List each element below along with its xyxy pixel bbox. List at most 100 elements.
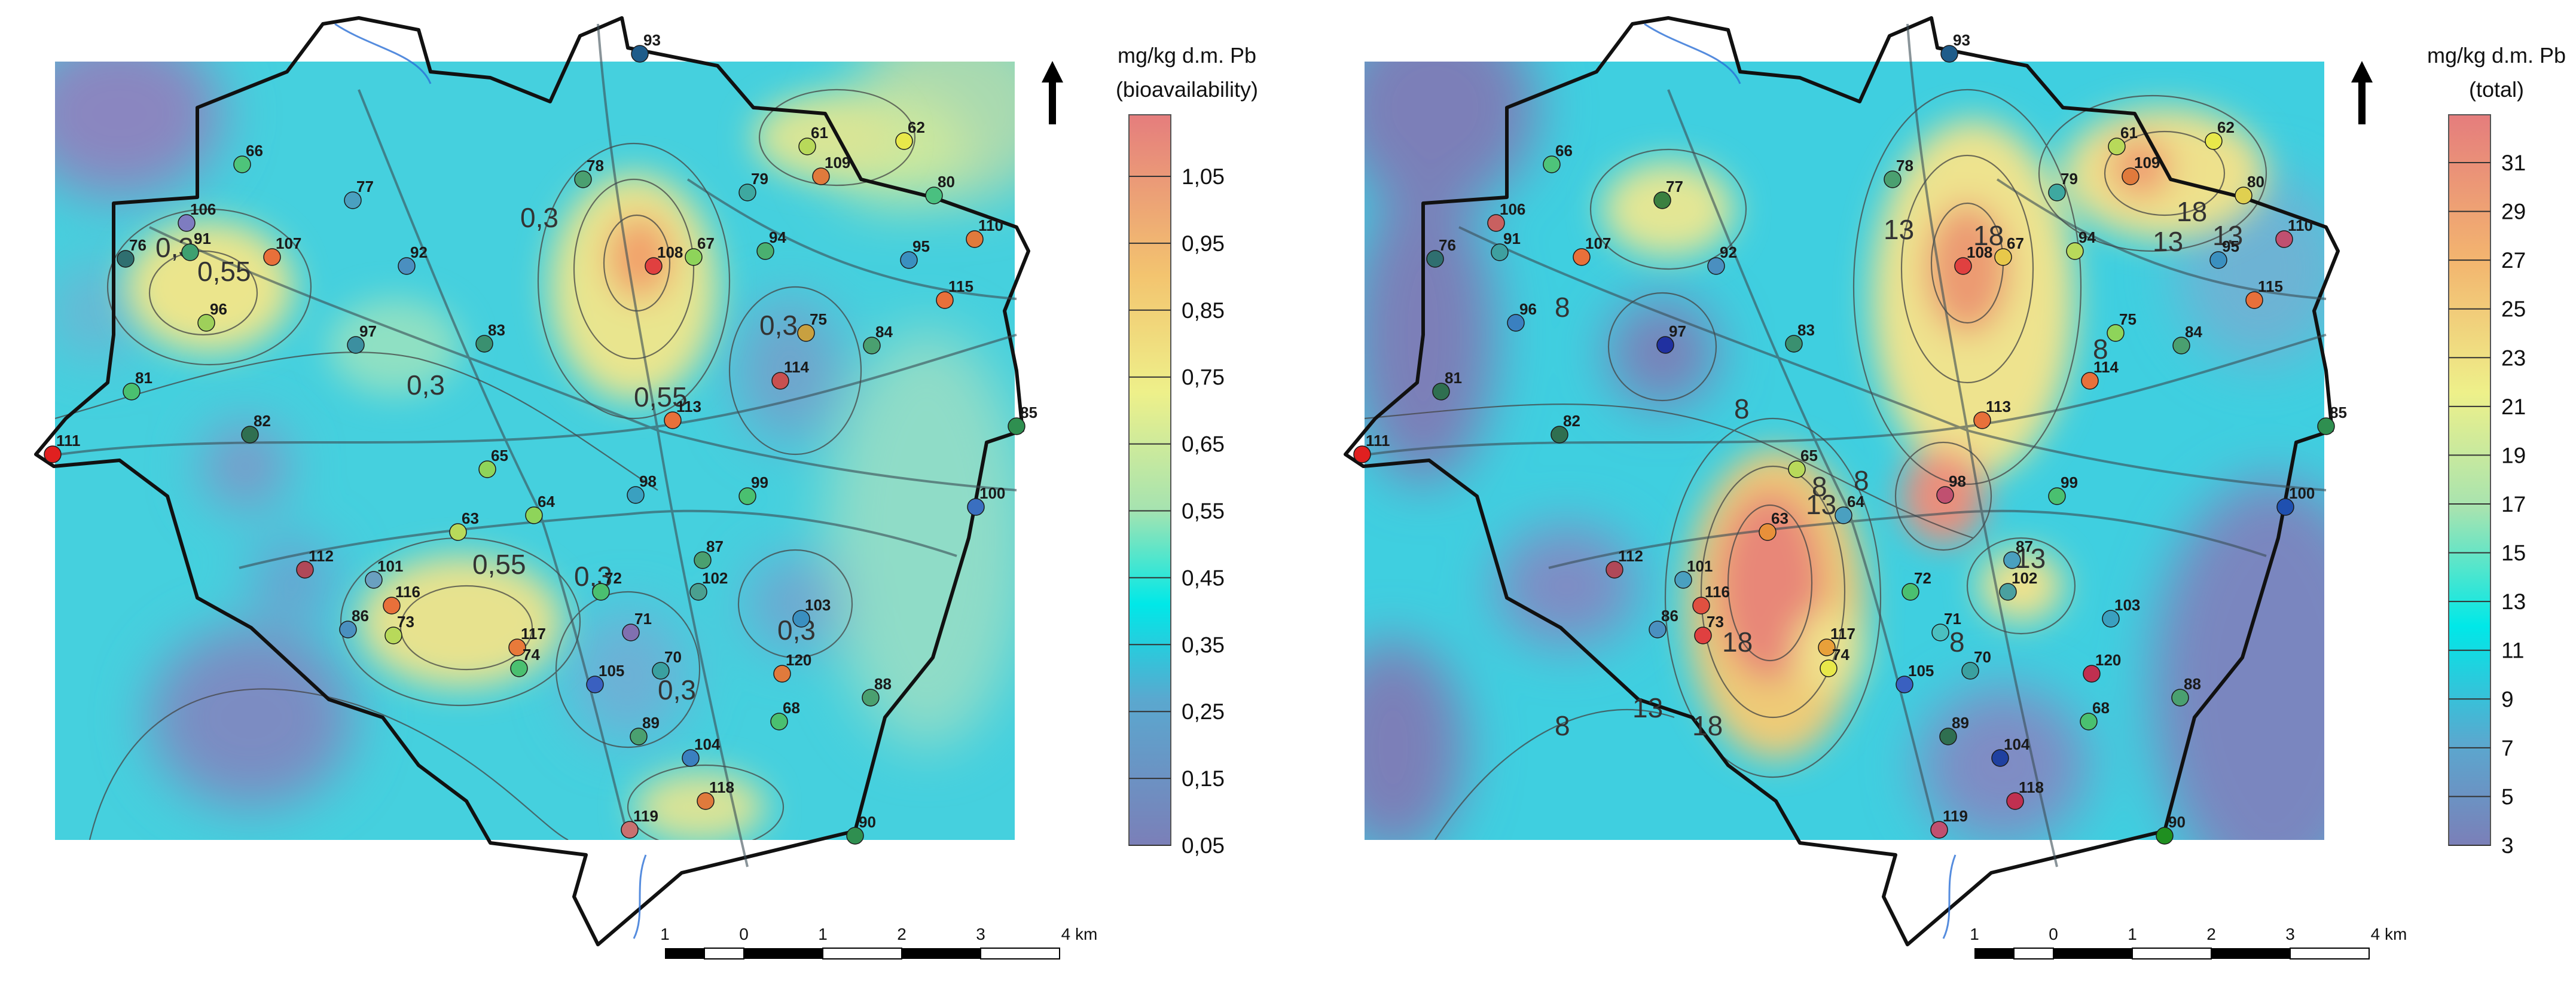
sampling-site-marker: 65	[1788, 447, 1818, 478]
site-dot	[1649, 621, 1667, 638]
scale-label: 0	[2049, 925, 2058, 943]
site-number: 71	[1944, 610, 1961, 628]
legend-tick-label: 7	[2501, 736, 2514, 760]
site-number: 113	[1986, 398, 2011, 415]
site-number: 82	[1563, 412, 1580, 430]
legend-tick-label: 1,05	[1182, 164, 1225, 189]
site-number: 83	[488, 321, 505, 339]
site-number: 114	[784, 358, 809, 376]
site-number: 97	[359, 322, 377, 340]
site-dot	[365, 571, 383, 589]
legend-tick-label: 13	[2501, 589, 2526, 614]
site-dot	[895, 132, 913, 150]
sampling-site-marker: 85	[2317, 404, 2347, 435]
site-dot	[586, 676, 604, 693]
site-dot	[2205, 132, 2223, 150]
site-dot	[178, 214, 196, 232]
site-number: 67	[697, 234, 715, 252]
site-dot	[1692, 597, 1710, 615]
site-number: 68	[783, 699, 800, 717]
site-number: 110	[978, 216, 1003, 234]
site-dot	[627, 486, 645, 504]
site-number: 120	[786, 651, 811, 669]
sampling-site-marker: 113	[1973, 398, 2011, 429]
sampling-site-marker: 71	[1931, 610, 1961, 641]
site-number: 64	[1847, 493, 1864, 511]
sampling-site-marker: 72	[592, 569, 622, 601]
sampling-site-marker: 107	[1573, 234, 1611, 266]
contour-label: 8	[1854, 465, 1869, 496]
sampling-site-marker: 108	[645, 243, 683, 275]
site-number: 73	[1707, 613, 1724, 631]
sampling-site-marker: 87	[694, 537, 724, 569]
sampling-site-marker: 104	[1991, 735, 2030, 767]
site-number: 80	[938, 173, 955, 191]
sampling-site-marker: 94	[2066, 228, 2096, 260]
contour-label: 0,55	[472, 549, 526, 580]
sampling-site-marker: 84	[863, 323, 893, 355]
sampling-site-marker: 113	[664, 398, 701, 429]
site-dot	[771, 372, 789, 390]
legend-tick-label: 31	[2501, 151, 2526, 175]
sampling-site-marker: 105	[586, 662, 624, 693]
sampling-site-marker: 114	[771, 358, 809, 390]
contour-label: 18	[1692, 710, 1723, 741]
sampling-site-marker: 99	[738, 473, 768, 505]
site-number: 73	[397, 613, 414, 631]
site-number: 87	[2016, 537, 2033, 555]
sampling-site-marker: 83	[1785, 321, 1815, 353]
sampling-site-marker: 89	[1939, 714, 1969, 745]
sampling-site-marker: 67	[1994, 234, 2024, 266]
contour-label: 13	[1632, 692, 1663, 723]
site-dot	[936, 291, 954, 309]
site-dot	[622, 624, 640, 641]
site-dot	[2048, 487, 2066, 505]
legend-tick-label: 0,25	[1182, 699, 1225, 724]
sampling-site-marker: 91	[1491, 230, 1521, 261]
site-dot	[756, 242, 774, 260]
city-boundary	[34, 16, 1030, 946]
sampling-site-marker: 72	[1902, 569, 1931, 601]
site-number: 119	[633, 807, 658, 825]
legend-subtitle: (total)	[2469, 77, 2524, 102]
site-number: 62	[2217, 118, 2235, 136]
sampling-site-marker: 88	[862, 675, 892, 707]
sampling-site-marker: 111	[44, 432, 81, 463]
site-number: 102	[702, 569, 728, 587]
site-dot	[1674, 571, 1692, 589]
site-dot	[2107, 324, 2125, 342]
sampling-site-marker: 63	[1759, 509, 1788, 541]
site-number: 91	[1503, 230, 1521, 247]
site-number: 106	[1500, 200, 1525, 218]
site-number: 96	[1519, 300, 1537, 318]
legend-tick-label: 0,55	[1182, 499, 1225, 524]
site-number: 113	[676, 398, 701, 415]
legend-subtitle: (bioavailability)	[1116, 77, 1258, 102]
legend-ticks: 31 29 27 25 23 21 19 17 15 13 11 9 7 5 3	[2449, 151, 2526, 858]
sampling-site-marker: 103	[2102, 596, 2140, 628]
legend-tick-label: 0,95	[1182, 231, 1225, 256]
site-number: 104	[694, 735, 721, 753]
site-number: 86	[352, 607, 369, 625]
scale-label: 1	[2128, 925, 2137, 943]
site-dot	[689, 583, 707, 601]
site-dot	[863, 337, 881, 355]
sampling-site-marker: 89	[630, 714, 660, 745]
site-dot	[1961, 662, 1979, 680]
site-number: 88	[874, 675, 892, 693]
site-number: 95	[2222, 237, 2239, 255]
site-dot	[645, 257, 663, 275]
sampling-site-marker: 87	[2003, 537, 2033, 569]
site-dot	[738, 487, 756, 505]
site-dot	[2317, 417, 2335, 435]
site-dot	[792, 610, 810, 628]
sampling-site-marker: 92	[1707, 243, 1737, 275]
contour-label: 8	[1949, 627, 1965, 658]
legend-tick-label: 19	[2501, 443, 2526, 467]
site-number: 104	[2004, 735, 2030, 753]
sampling-site-marker: 83	[475, 321, 505, 353]
sampling-site-marker: 68	[2080, 699, 2110, 731]
site-dot	[1759, 523, 1777, 541]
site-number: 70	[1974, 648, 1991, 666]
legend-tick-label: 0,05	[1182, 833, 1225, 858]
